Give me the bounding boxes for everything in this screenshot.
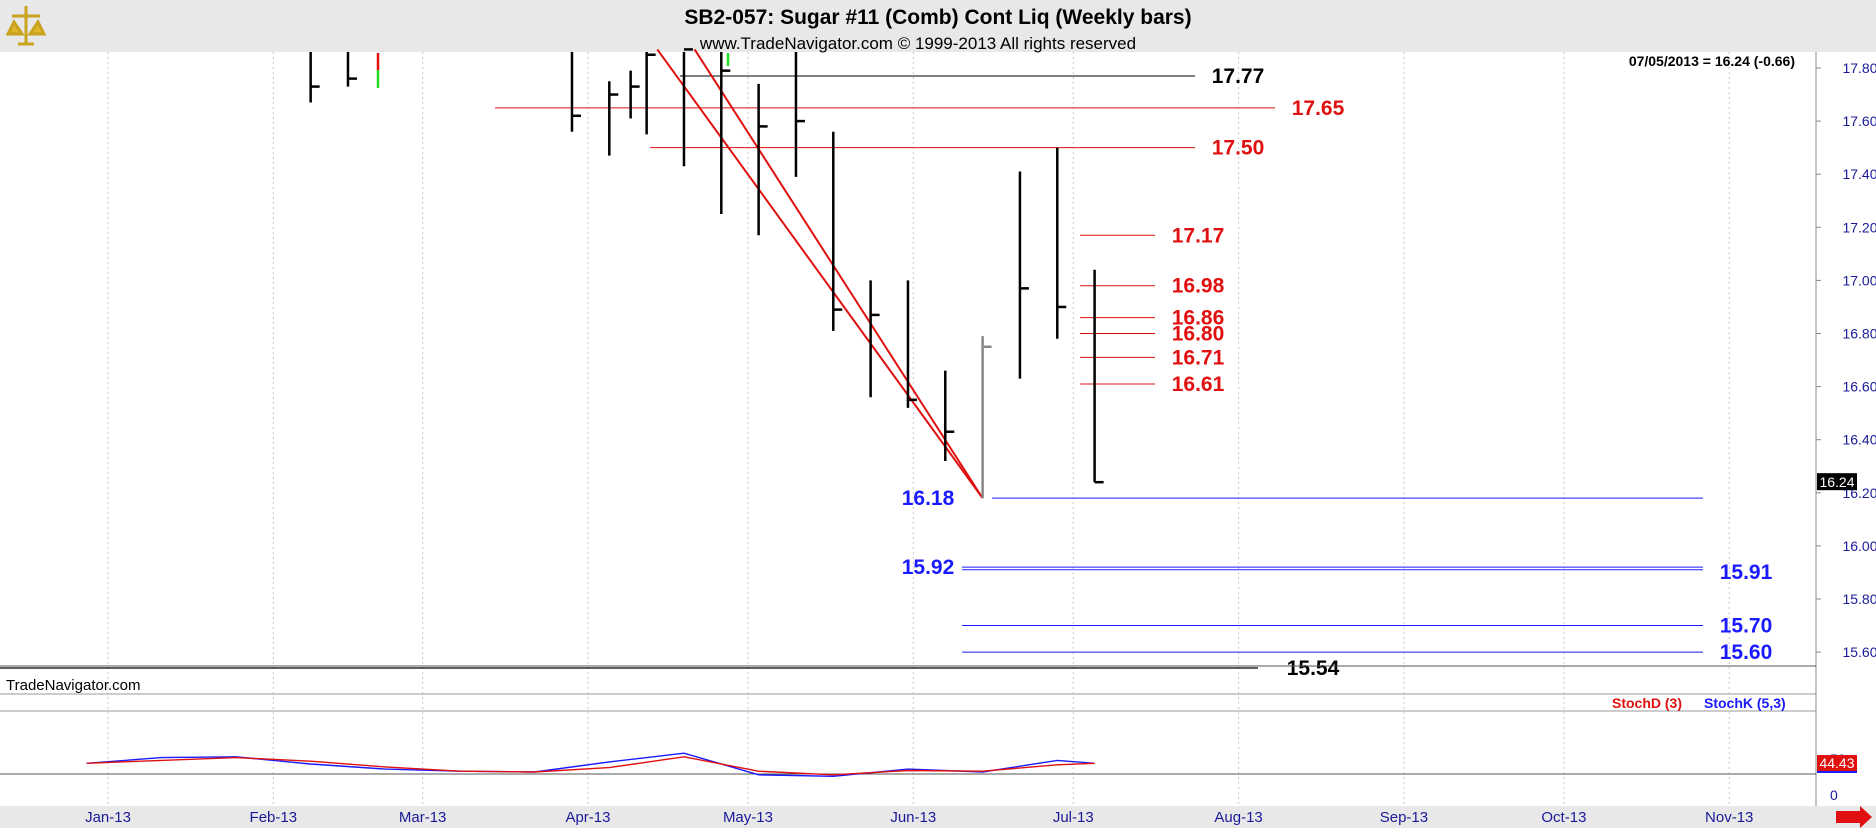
- time-tick-label: Nov-13: [1705, 809, 1753, 826]
- time-axis-band: [0, 806, 1876, 828]
- time-axis: Jan-13 Feb-13 Mar-13 Apr-13 May-13 Jun-13 Jul-…: [85, 809, 1753, 826]
- time-tick-label: Jan-13: [85, 809, 131, 826]
- price-tick-label: 17.40: [1842, 166, 1876, 182]
- time-tick-label: Aug-13: [1214, 809, 1262, 826]
- price-tick-label: 16.40: [1842, 432, 1876, 448]
- last-quote-readout: 07/05/2013 = 16.24 (-0.66): [1629, 53, 1795, 69]
- price-tick-label: 17.80: [1842, 60, 1876, 76]
- copyright-text: www.TradeNavigator.com © 1999-2013 All r…: [699, 34, 1136, 53]
- last-price-tag: [1817, 473, 1857, 491]
- time-tick-label: Sep-13: [1380, 809, 1428, 826]
- stoch-series-line: [86, 752, 1095, 778]
- level-label: 15.60: [1720, 641, 1773, 664]
- stoch-value-tag: [1817, 755, 1857, 773]
- level-label: 16.18: [902, 487, 955, 510]
- time-tick-label: Jul-13: [1053, 809, 1094, 826]
- level-label: 16.71: [1172, 346, 1225, 369]
- stoch-value-tag-text: 44.43: [1819, 755, 1854, 771]
- price-axis: 17.80 17.60 17.40 17.20 17.00 16.80 16.60 16.40…: [1815, 52, 1876, 806]
- time-tick-label: Mar-13: [399, 809, 447, 826]
- stochastic-legend: StochD (3) StochK (5,3): [1612, 695, 1786, 711]
- price-tick-label: 16.80: [1842, 326, 1876, 342]
- legend-entry: StochK (5,3): [1704, 695, 1786, 711]
- scroll-right-arrow-icon[interactable]: [1836, 806, 1872, 828]
- trendline: [656, 48, 984, 499]
- level-label: 17.65: [1292, 97, 1345, 120]
- level-label: 15.70: [1720, 615, 1773, 638]
- level-label: 15.92: [902, 556, 955, 579]
- time-tick-label: Oct-13: [1541, 809, 1586, 826]
- legend-entry: StochD (3): [1612, 695, 1682, 711]
- last-price-tag-text: 16.24: [1819, 474, 1854, 490]
- price-levels: 17.77 17.65 17.50 17.17 16.98 16.8616.8016.71…: [0, 65, 1773, 680]
- logo-icon: [5, 4, 47, 46]
- level-label: 15.91: [1720, 561, 1773, 584]
- price-tick-label: 17.20: [1842, 219, 1876, 235]
- level-label: 17.77: [1212, 65, 1265, 88]
- grid-lines: [107, 52, 1730, 806]
- level-label: 16.86: [1172, 307, 1225, 330]
- price-tick-label: 16.60: [1842, 379, 1876, 395]
- price-tick-label: 15.80: [1842, 591, 1876, 607]
- price-tick-label: 16.00: [1842, 538, 1876, 554]
- trendline: [693, 48, 984, 499]
- level-label: 16.80: [1172, 323, 1225, 346]
- stochastic-pane: 50044.43: [0, 751, 1857, 803]
- level-label: 16.61: [1172, 373, 1225, 396]
- time-tick-label: May-13: [723, 809, 773, 826]
- stoch-tick-label: 0: [1830, 787, 1838, 803]
- price-tick-label: 17.60: [1842, 113, 1876, 129]
- level-label: 16.98: [1172, 275, 1225, 298]
- level-label: 15.54: [1287, 657, 1340, 680]
- watermark-text: TradeNavigator.com: [6, 677, 141, 694]
- level-label: 17.17: [1172, 224, 1225, 247]
- price-bars: [309, 48, 1104, 499]
- time-tick-label: Jun-13: [890, 809, 936, 826]
- header-band: [0, 0, 1876, 52]
- stoch-series-line: [86, 756, 1095, 776]
- time-tick-label: Apr-13: [565, 809, 610, 826]
- price-tick-label: 15.60: [1842, 644, 1876, 660]
- chart-title: SB2-057: Sugar #11 (Comb) Cont Liq (Week…: [684, 6, 1191, 29]
- price-tick-label: 17.00: [1842, 272, 1876, 288]
- level-label: 17.50: [1212, 137, 1265, 160]
- trendlines: [656, 48, 984, 499]
- time-tick-label: Feb-13: [250, 809, 298, 826]
